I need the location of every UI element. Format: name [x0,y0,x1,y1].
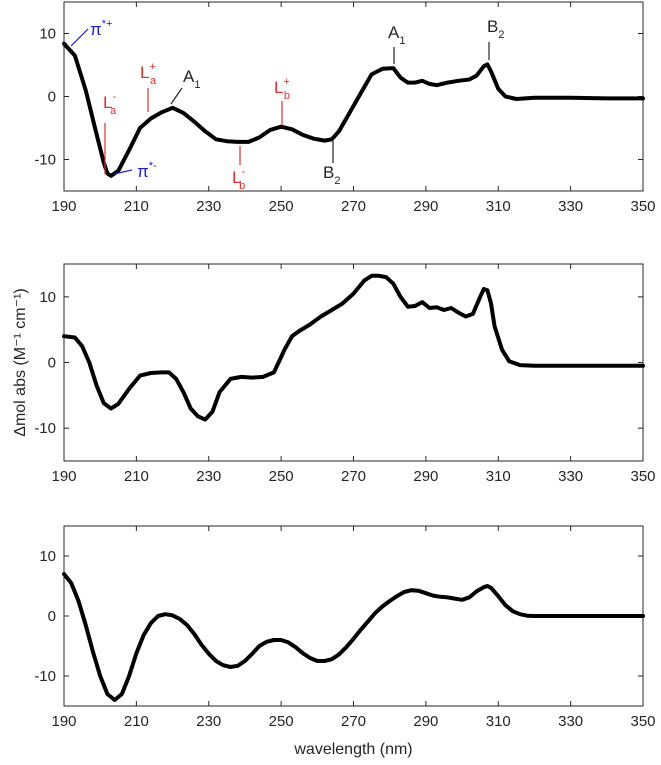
x-tick-label: 290 [413,468,438,485]
y-tick-label: -10 [34,152,56,169]
annotation-label: L-b [232,166,245,192]
annotation-label: π*- [137,160,157,181]
x-tick-label: 350 [630,198,655,215]
x-tick-label: 190 [51,198,76,215]
x-tick-label: 270 [341,468,366,485]
annotation-leader [113,169,133,175]
x-tick-label: 210 [124,198,149,215]
x-tick-label: 230 [196,468,221,485]
annotation-label: L+ b [274,76,290,102]
annotation-label: B2 [487,17,504,41]
annotation-label: A1 [183,67,200,91]
y-tick-label: 0 [48,608,56,625]
x-tick-label: 270 [341,198,366,215]
y-tick-label: -10 [34,420,56,437]
annotation-leader [170,87,183,105]
series-line [62,572,645,702]
x-axis-label: wavelength (nm) [293,741,412,758]
x-tick-label: 330 [558,713,583,730]
x-tick-label: 350 [630,713,655,730]
y-tick-label: 10 [39,548,56,565]
y-tick-label: 10 [39,289,56,306]
panel-top: 190 210 230 250 270 290 310 330 350 -10 0 10 π*+ L-a L… [34,1,656,215]
series-line [62,41,645,178]
x-tick-label: 230 [196,198,221,215]
x-tick-label: 330 [558,468,583,485]
x-tick-label: 210 [124,713,149,730]
y-tick-label: -10 [34,668,56,685]
annotation-label: A1 [388,23,405,47]
x-tick-label: 270 [341,713,366,730]
x-tick-label: 210 [124,468,149,485]
x-tick-label: 230 [196,713,221,730]
y-tick-label: 0 [48,355,56,372]
x-tick-label: 190 [51,468,76,485]
x-tick-label: 250 [269,198,294,215]
x-tick-label: 250 [269,468,294,485]
y-tick-label: 10 [39,26,56,43]
x-tick-label: 290 [413,198,438,215]
x-tick-label: 310 [486,713,511,730]
annotation-label: B2 [323,163,340,187]
y-tick-label: 0 [48,89,56,106]
x-tick-label: 330 [558,198,583,215]
annotation-label: L-a [103,91,117,117]
panel-middle: 190 210 230 250 270 290 310 330 350 -10 0 10 Δmol ab… [12,263,656,485]
x-tick-label: 310 [486,198,511,215]
y-axis-label: Δmol abs (M⁻¹ cm⁻¹) [12,288,29,436]
series-line [62,273,645,422]
x-tick-label: 350 [630,468,655,485]
panel-bottom: 190 210 230 250 270 290 310 330 350 -10 0 10 wavelen… [34,525,656,758]
annotation-leader [70,28,89,47]
annotation-label: π*+ [90,18,112,39]
annotation-label: L+ a [140,61,157,87]
x-tick-label: 190 [51,713,76,730]
x-tick-label: 290 [413,713,438,730]
x-tick-label: 310 [486,468,511,485]
x-tick-label: 250 [269,713,294,730]
